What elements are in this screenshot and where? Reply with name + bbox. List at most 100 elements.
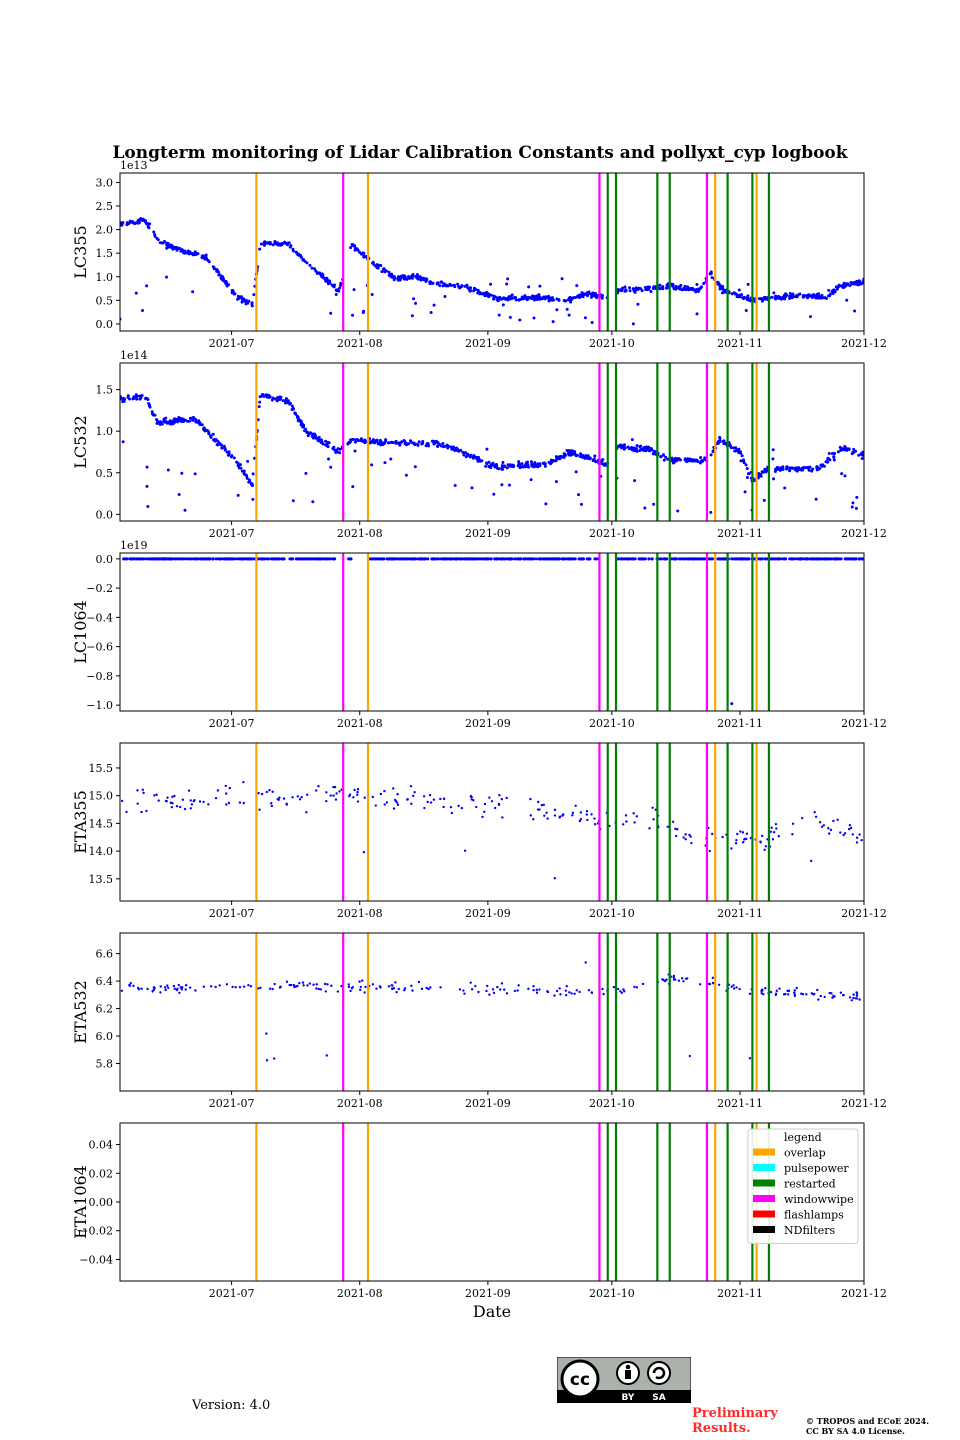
data-point bbox=[374, 804, 377, 807]
data-point bbox=[685, 977, 689, 980]
axes-frame bbox=[119, 932, 865, 1092]
data-point bbox=[619, 990, 622, 993]
data-point bbox=[644, 288, 648, 292]
data-point bbox=[593, 454, 597, 458]
data-point bbox=[748, 1057, 752, 1060]
data-point bbox=[564, 993, 568, 997]
data-point bbox=[128, 219, 132, 223]
legend-swatch-flashlamps bbox=[753, 1210, 775, 1218]
data-point bbox=[152, 557, 156, 561]
data-point bbox=[747, 472, 751, 476]
data-point bbox=[732, 984, 735, 987]
data-point bbox=[568, 296, 572, 300]
data-point bbox=[835, 557, 839, 561]
data-point bbox=[245, 300, 249, 304]
data-point bbox=[810, 992, 813, 995]
data-point bbox=[488, 796, 491, 799]
data-point bbox=[483, 810, 486, 813]
y-tick-label: 6.2 bbox=[96, 1003, 114, 1016]
data-point bbox=[410, 314, 414, 318]
y-tick-label: 0.02 bbox=[89, 1167, 114, 1180]
data-point bbox=[718, 439, 722, 443]
data-point bbox=[791, 833, 794, 836]
data-point bbox=[160, 241, 164, 245]
data-point bbox=[634, 448, 638, 452]
data-point bbox=[683, 284, 687, 288]
data-point bbox=[553, 808, 557, 812]
data-point bbox=[542, 803, 546, 806]
data-point bbox=[450, 811, 454, 815]
data-point bbox=[396, 792, 399, 796]
data-point bbox=[375, 439, 379, 443]
data-point bbox=[159, 985, 162, 988]
y-axis-label: LC355 bbox=[71, 225, 90, 278]
data-point bbox=[353, 440, 357, 444]
data-point bbox=[435, 282, 439, 286]
data-point bbox=[260, 792, 264, 796]
data-point bbox=[699, 456, 703, 460]
data-point bbox=[202, 800, 205, 804]
data-point bbox=[857, 453, 861, 457]
data-point bbox=[190, 416, 194, 420]
data-point bbox=[827, 832, 831, 835]
data-point bbox=[281, 399, 285, 403]
data-point bbox=[323, 982, 327, 986]
data-point bbox=[137, 557, 141, 561]
data-point bbox=[317, 784, 320, 788]
data-point bbox=[275, 243, 279, 247]
x-axis-label: Date bbox=[473, 1302, 511, 1321]
data-point bbox=[855, 991, 858, 994]
data-point bbox=[839, 557, 843, 561]
data-point bbox=[424, 277, 428, 281]
data-point bbox=[278, 796, 281, 799]
data-point bbox=[301, 257, 305, 261]
data-point bbox=[550, 557, 554, 561]
data-point bbox=[517, 460, 521, 464]
data-point bbox=[553, 876, 557, 880]
legend-label-restarted: restarted bbox=[784, 1178, 836, 1191]
data-point bbox=[496, 985, 499, 989]
data-point bbox=[190, 803, 194, 806]
data-point bbox=[197, 557, 201, 561]
data-point bbox=[627, 557, 631, 561]
data-point bbox=[397, 987, 401, 991]
data-point bbox=[688, 1054, 692, 1058]
data-point bbox=[207, 557, 211, 561]
data-point bbox=[363, 991, 366, 994]
data-point bbox=[836, 285, 840, 289]
data-point bbox=[274, 557, 278, 561]
data-point bbox=[858, 833, 861, 836]
data-point bbox=[336, 447, 340, 451]
data-point bbox=[623, 289, 627, 293]
data-point bbox=[416, 443, 420, 447]
data-point bbox=[579, 811, 583, 814]
x-tick-label: 2021-09 bbox=[465, 1097, 511, 1110]
data-point bbox=[555, 456, 559, 460]
x-tick-label: 2021-12 bbox=[841, 1287, 887, 1300]
data-point bbox=[338, 790, 341, 793]
x-tick-label: 2021-11 bbox=[717, 717, 763, 730]
x-tick-label: 2021-08 bbox=[337, 527, 383, 540]
data-point bbox=[375, 264, 379, 268]
data-point bbox=[156, 238, 160, 242]
data-point bbox=[258, 400, 262, 404]
data-point bbox=[147, 402, 151, 406]
data-point bbox=[590, 991, 593, 994]
data-point bbox=[513, 989, 517, 993]
data-point bbox=[647, 448, 651, 452]
data-point bbox=[452, 446, 456, 450]
data-point bbox=[778, 987, 781, 990]
x-tick-label: 2021-12 bbox=[841, 907, 887, 920]
data-point bbox=[426, 557, 430, 561]
data-point bbox=[497, 803, 501, 807]
data-point bbox=[227, 801, 231, 805]
data-point bbox=[319, 438, 323, 442]
data-point bbox=[422, 557, 426, 561]
data-point bbox=[842, 281, 846, 285]
panels-group: 0.0 0.5 1.0 1.5 2.0 2.5 3.0 2021-07 2021-08 2021-… bbox=[71, 159, 887, 1300]
y-axis-label: LC1064 bbox=[71, 600, 90, 664]
data-point bbox=[164, 557, 168, 561]
data-point bbox=[166, 245, 170, 249]
data-point bbox=[198, 800, 202, 803]
data-point bbox=[426, 442, 430, 446]
